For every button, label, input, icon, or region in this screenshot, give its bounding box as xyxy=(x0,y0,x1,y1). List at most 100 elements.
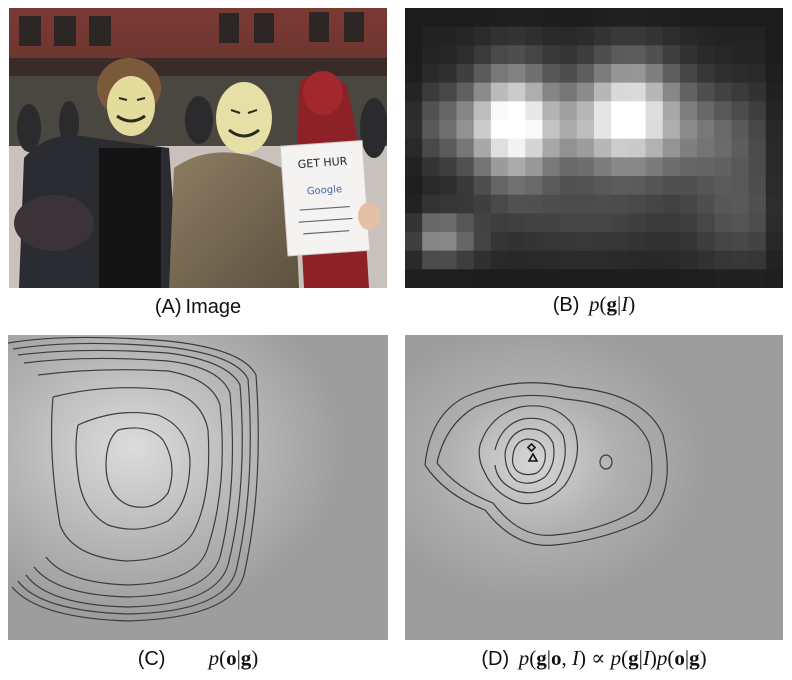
heatmap-cell xyxy=(405,138,423,158)
heatmap-cell xyxy=(714,157,733,177)
heatmap-cell xyxy=(422,213,440,233)
heatmap-cell xyxy=(405,232,423,252)
heatmap-cell xyxy=(542,45,561,65)
heatmap-cell xyxy=(559,64,578,84)
heatmap-cell xyxy=(525,101,544,121)
heatmap-cell xyxy=(439,269,458,288)
heatmap-cell xyxy=(576,213,595,233)
heatmap-cell xyxy=(731,176,750,196)
heatmap-cell xyxy=(473,8,492,28)
heatmap-cell xyxy=(697,250,715,270)
heatmap-cell xyxy=(456,8,475,28)
heatmap-cell xyxy=(576,8,595,28)
heatmap-cell xyxy=(594,26,612,46)
heatmap-cell xyxy=(731,64,750,84)
heatmap-cell xyxy=(559,176,578,196)
heatmap-cell xyxy=(731,157,750,177)
heatmap-cell xyxy=(559,250,578,270)
heatmap-cell xyxy=(439,26,458,46)
heatmap-cell xyxy=(611,101,629,121)
heatmap-cell xyxy=(508,176,526,196)
heatmap-cell xyxy=(422,194,440,214)
heatmap-cell xyxy=(559,8,578,28)
contour-lines-c xyxy=(8,336,259,622)
heatmap-cell xyxy=(525,64,544,84)
heatmap-cell xyxy=(748,26,767,46)
heatmap-cell xyxy=(697,120,715,140)
heatmap-cell xyxy=(645,138,664,158)
heatmap-cell xyxy=(765,138,783,158)
heatmap-cell xyxy=(405,45,423,65)
heatmap-cell xyxy=(594,194,612,214)
heatmap-cell xyxy=(645,250,664,270)
right-person-jacket xyxy=(169,152,299,288)
heatmap-cell xyxy=(456,64,475,84)
heatmap-cell xyxy=(731,8,750,28)
heatmap-cell xyxy=(662,82,681,102)
heatmap-cell xyxy=(645,82,664,102)
heatmap-cell xyxy=(508,213,526,233)
heatmap-cell xyxy=(679,157,698,177)
heatmap-cell xyxy=(422,176,440,196)
heatmap-cell xyxy=(611,157,629,177)
heatmap-cell xyxy=(697,194,715,214)
sign-logo: Google xyxy=(307,184,343,197)
heatmap-cell xyxy=(576,232,595,252)
heatmap-cell xyxy=(611,82,629,102)
heatmap-cell xyxy=(473,101,492,121)
heatmap-cell xyxy=(697,26,715,46)
heatmap-cell xyxy=(594,176,612,196)
heatmap-cell xyxy=(765,45,783,65)
heatmap-cell xyxy=(714,120,733,140)
heatmap-cell xyxy=(405,250,423,270)
heatmap-cell xyxy=(731,250,750,270)
heatmap-cell xyxy=(765,269,783,288)
heatmap-cell xyxy=(679,138,698,158)
heatmap-cell xyxy=(508,120,526,140)
heatmap-cell xyxy=(508,26,526,46)
heatmap-cell xyxy=(508,250,526,270)
heatmap-cell xyxy=(405,26,423,46)
heatmap-cell xyxy=(490,232,509,252)
heatmap-cell xyxy=(542,101,561,121)
heatmap-cell xyxy=(731,26,750,46)
heatmap-cell xyxy=(525,194,544,214)
heatmap-cell xyxy=(594,64,612,84)
heatmap-cell xyxy=(748,64,767,84)
heatmap-cell xyxy=(594,232,612,252)
heatmap-cell xyxy=(405,8,423,28)
heatmap-cell xyxy=(542,157,561,177)
heatmap-cell xyxy=(594,157,612,177)
heatmap-cell xyxy=(611,232,629,252)
heatmap-cell xyxy=(405,101,423,121)
heatmap-cell xyxy=(765,157,783,177)
heatmap-cell xyxy=(731,194,750,214)
heatmap-cell xyxy=(645,8,664,28)
heatmap-cell xyxy=(594,120,612,140)
heatmap-cell xyxy=(628,8,647,28)
heatmap-cell xyxy=(542,8,561,28)
heatmap-cell xyxy=(439,120,458,140)
heatmap-cell xyxy=(508,101,526,121)
heatmap-cell xyxy=(439,176,458,196)
heatmap-cell xyxy=(405,176,423,196)
heatmap-cell xyxy=(611,8,629,28)
heatmap-cell xyxy=(697,213,715,233)
heatmap-cell xyxy=(714,232,733,252)
heatmap-cell xyxy=(645,101,664,121)
heatmap-cell xyxy=(576,194,595,214)
heatmap-cell xyxy=(542,120,561,140)
heatmap-cell xyxy=(697,157,715,177)
heatmap-cell xyxy=(611,45,629,65)
heatmap-cell xyxy=(628,26,647,46)
heatmap-cell xyxy=(525,157,544,177)
heatmap-cell xyxy=(490,26,509,46)
heatmap-cell xyxy=(645,64,664,84)
caption-c: (C) p(o|g) xyxy=(8,646,388,671)
heatmap-cell xyxy=(456,194,475,214)
held-coat xyxy=(14,195,94,251)
caption-b-letter: (B) xyxy=(552,294,580,316)
heatmap-cell xyxy=(679,45,698,65)
heatmap-cell xyxy=(439,157,458,177)
heatmap-cell xyxy=(456,45,475,65)
